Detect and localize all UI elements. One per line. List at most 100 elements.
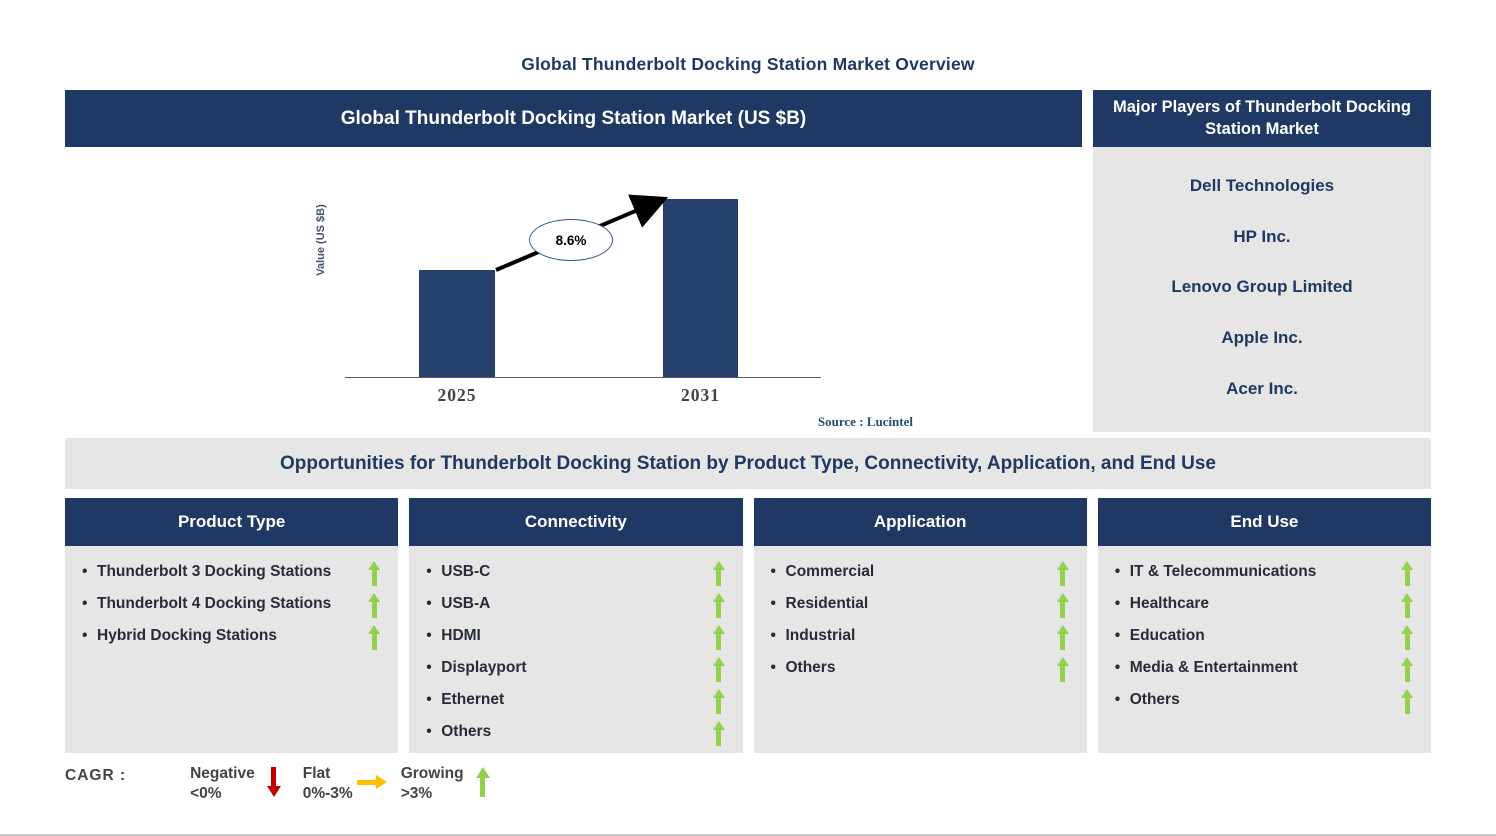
cagr-value: 8.6%: [555, 232, 587, 248]
list-item: HDMI: [424, 620, 725, 652]
legend-entry-flat: Flat 0%-3%: [303, 764, 379, 804]
page-title: Global Thunderbolt Docking Station Marke…: [521, 54, 975, 74]
y-axis-label: Value (US $B): [315, 204, 327, 276]
major-players-header: Major Players of Thunderbolt Docking Sta…: [1093, 90, 1431, 147]
major-players-panel: Major Players of Thunderbolt Docking Sta…: [1093, 90, 1431, 432]
item-label: Hybrid Docking Stations: [80, 620, 368, 652]
item-label: Commercial: [769, 556, 1057, 588]
up-arrow-icon: [1056, 625, 1069, 650]
list-item: Healthcare: [1113, 588, 1413, 620]
column-body: Thunderbolt 3 Docking Stations Thunderbo…: [65, 546, 399, 753]
up-arrow-icon: [712, 721, 725, 746]
column-product-type: Product Type Thunderbolt 3 Docking Stati…: [65, 498, 399, 753]
column-header: Application: [753, 498, 1087, 546]
up-arrow-icon: [712, 625, 725, 650]
item-label: Ethernet: [424, 684, 712, 716]
up-arrow-icon: [1056, 593, 1069, 618]
column-header: End Use: [1097, 498, 1431, 546]
list-item: Hybrid Docking Stations: [80, 620, 381, 652]
up-arrow-icon: [1401, 625, 1413, 650]
list-item: USB-C: [424, 556, 725, 588]
list-item: Others: [1113, 684, 1413, 716]
up-arrow-icon: [712, 593, 725, 618]
opportunity-columns: Product Type Thunderbolt 3 Docking Stati…: [65, 498, 1431, 753]
up-arrow-icon: [368, 593, 381, 618]
x-tick-2025: 2025: [437, 385, 477, 405]
item-label: USB-A: [424, 588, 712, 620]
list-item: Thunderbolt 3 Docking Stations: [80, 556, 381, 588]
legend-label: Negative <0%: [190, 764, 255, 804]
list-item: Displayport: [424, 652, 725, 684]
item-label: Healthcare: [1113, 588, 1401, 620]
item-label: Thunderbolt 4 Docking Stations: [80, 588, 368, 620]
item-label: Displayport: [424, 652, 712, 684]
company-name: HP Inc.: [1233, 226, 1291, 246]
item-label: USB-C: [424, 556, 712, 588]
list-item: Others: [769, 652, 1069, 684]
cagr-legend: CAGR : Negative <0% Flat 0%-3% Growing >…: [65, 764, 512, 804]
column-body: IT & Telecommunications Healthcare Educa…: [1097, 546, 1431, 753]
legend-entry-name: Growing: [400, 765, 464, 782]
column-body: Commercial Residential Industrial Others: [753, 546, 1087, 753]
list-item: Commercial: [769, 556, 1069, 588]
list-item: IT & Telecommunications: [1113, 556, 1413, 588]
cagr-callout: 8.6%: [529, 219, 613, 261]
item-label: Others: [424, 716, 712, 748]
up-arrow-icon: [712, 689, 725, 714]
item-label: Others: [1113, 684, 1401, 716]
legend-label: Flat 0%-3%: [303, 764, 353, 804]
list-item: Residential: [769, 588, 1069, 620]
opportunities-banner: Opportunities for Thunderbolt Docking St…: [65, 438, 1431, 489]
up-arrow-icon: [475, 767, 490, 797]
x-tick-2031: 2031: [681, 385, 720, 405]
item-label: Residential: [769, 588, 1057, 620]
legend-entry-range: >3%: [400, 785, 433, 802]
column-header: Product Type: [65, 498, 399, 546]
item-label: Thunderbolt 3 Docking Stations: [80, 556, 368, 588]
up-arrow-icon: [1056, 561, 1069, 586]
up-arrow-icon: [1401, 657, 1413, 682]
legend-entry-name: Flat: [302, 765, 331, 782]
column-end-use: End Use IT & Telecommunications Healthca…: [1097, 498, 1431, 753]
legend-entry-negative: Negative <0%: [190, 764, 281, 804]
up-arrow-icon: [712, 561, 725, 586]
list-item: Others: [424, 716, 725, 748]
list-item: Media & Entertainment: [1113, 652, 1413, 684]
market-chart-panel: Global Thunderbolt Docking Station Marke…: [65, 90, 1082, 432]
column-application: Application Commercial Residential Indus…: [753, 498, 1087, 753]
company-name: Lenovo Group Limited: [1171, 277, 1353, 297]
legend-entry-growing: Growing >3%: [401, 764, 490, 804]
company-name: Acer Inc.: [1226, 378, 1298, 398]
list-item: Education: [1113, 620, 1413, 652]
slide-bottom-border: [0, 834, 1496, 836]
chart-panel-header: Global Thunderbolt Docking Station Marke…: [65, 90, 1082, 147]
legend-prefix: CAGR :: [65, 767, 127, 784]
up-arrow-icon: [1056, 657, 1069, 682]
item-label: Education: [1113, 620, 1401, 652]
up-arrow-icon: [368, 625, 381, 650]
company-name: Dell Technologies: [1189, 176, 1335, 196]
column-body: USB-C USB-A HDMI Displayport Ethernet: [409, 546, 743, 753]
up-arrow-icon: [1401, 593, 1413, 618]
bar-2025: [419, 270, 495, 377]
up-arrow-icon: [1401, 689, 1413, 714]
x-axis-line: [345, 377, 821, 378]
list-item: Ethernet: [424, 684, 725, 716]
legend-entry-name: Negative: [190, 765, 255, 782]
up-arrow-icon: [1401, 561, 1413, 586]
bar-2031: [663, 199, 738, 377]
source-note: Source : Lucintel: [817, 414, 913, 429]
item-label: HDMI: [424, 620, 712, 652]
column-header: Connectivity: [409, 498, 743, 546]
item-label: Media & Entertainment: [1113, 652, 1401, 684]
legend-entry-range: <0%: [190, 785, 222, 802]
list-item: Industrial: [769, 620, 1069, 652]
column-connectivity: Connectivity USB-C USB-A HDMI Displaypor…: [409, 498, 743, 753]
legend-label: Growing >3%: [401, 764, 464, 804]
company-name: Apple Inc.: [1221, 328, 1303, 348]
item-label: Industrial: [769, 620, 1057, 652]
item-label: IT & Telecommunications: [1113, 556, 1401, 588]
item-label: Others: [769, 652, 1057, 684]
major-players-list: Dell Technologies HP Inc. Lenovo Group L…: [1093, 147, 1431, 432]
